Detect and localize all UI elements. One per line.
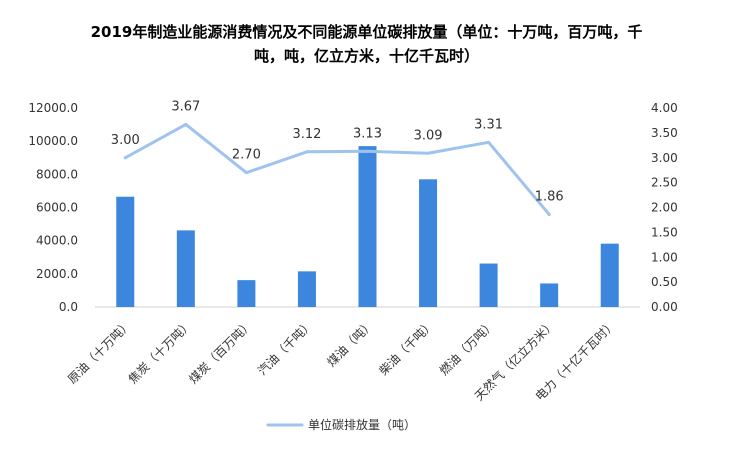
bar bbox=[479, 263, 498, 307]
y-left-tick-label: 8000.0 bbox=[36, 167, 78, 181]
y-right-tick-label: 2.50 bbox=[651, 176, 678, 190]
bar bbox=[176, 230, 195, 307]
bar bbox=[116, 196, 135, 307]
line-point bbox=[123, 156, 127, 160]
line-point bbox=[244, 171, 248, 175]
y-left-tick-label: 6000.0 bbox=[36, 201, 78, 215]
legend-label: 单位碳排放量（吨） bbox=[308, 417, 416, 432]
data-label: 3.00 bbox=[111, 133, 140, 148]
category-label: 燃油（万吨） bbox=[436, 317, 498, 379]
category-label: 柴油（千吨） bbox=[376, 317, 437, 378]
y-right-tick-label: 3.50 bbox=[651, 126, 678, 140]
bar bbox=[419, 179, 438, 307]
y-right-tick-label: 1.00 bbox=[651, 250, 678, 264]
y-right-tick-label: 4.00 bbox=[651, 101, 678, 115]
line-point bbox=[366, 149, 369, 153]
line-series bbox=[123, 122, 551, 216]
category-label: 煤油（吨） bbox=[324, 317, 376, 369]
category-label: 汽油（千吨） bbox=[255, 317, 317, 379]
line-point bbox=[184, 122, 188, 126]
y-right-tick-label: 0.50 bbox=[651, 275, 678, 289]
chart-title-line-2: 吨，吨，亿立方米，十亿千瓦时） bbox=[253, 47, 479, 65]
line-point bbox=[547, 212, 551, 216]
y-left-tick-label: 10000.0 bbox=[28, 134, 78, 148]
data-label: 3.09 bbox=[414, 128, 443, 143]
data-label: 3.12 bbox=[292, 127, 321, 142]
y-right-tick-label: 0.00 bbox=[651, 300, 678, 314]
bar bbox=[297, 271, 316, 307]
data-label: 1.86 bbox=[535, 189, 564, 204]
y-left-tick-label: 0.0 bbox=[59, 300, 78, 314]
y-left-tick-label: 4000.0 bbox=[36, 234, 78, 248]
category-label: 原油（十万吨） bbox=[65, 317, 134, 386]
y-right-tick-label: 1.50 bbox=[651, 225, 678, 239]
category-label: 煤炭（百万吨） bbox=[186, 317, 255, 386]
y-left-tick-label: 12000.0 bbox=[28, 101, 78, 115]
category-label: 焦炭（十万吨） bbox=[126, 317, 195, 386]
line-point bbox=[426, 151, 430, 155]
bar bbox=[237, 280, 256, 307]
y-left-tick-label: 2000.0 bbox=[36, 267, 78, 281]
bar bbox=[358, 146, 377, 307]
y-right-tick-label: 3.00 bbox=[651, 151, 678, 165]
y-right-tick-label: 2.00 bbox=[651, 201, 678, 215]
bar bbox=[600, 243, 619, 307]
bar bbox=[540, 283, 559, 307]
data-label: 3.13 bbox=[353, 126, 382, 141]
line-point bbox=[487, 140, 491, 144]
data-label: 3.31 bbox=[474, 117, 503, 132]
data-label: 3.67 bbox=[171, 99, 200, 114]
chart-title-line-1: 2019年制造业能源消费情况及不同能源单位碳排放量（单位：十万吨，百万吨，千 bbox=[90, 23, 643, 41]
line-point bbox=[305, 150, 309, 154]
data-label: 2.70 bbox=[232, 148, 261, 163]
chart-title: 2019年制造业能源消费情况及不同能源单位碳排放量（单位：十万吨，百万吨，千 吨… bbox=[0, 20, 733, 68]
